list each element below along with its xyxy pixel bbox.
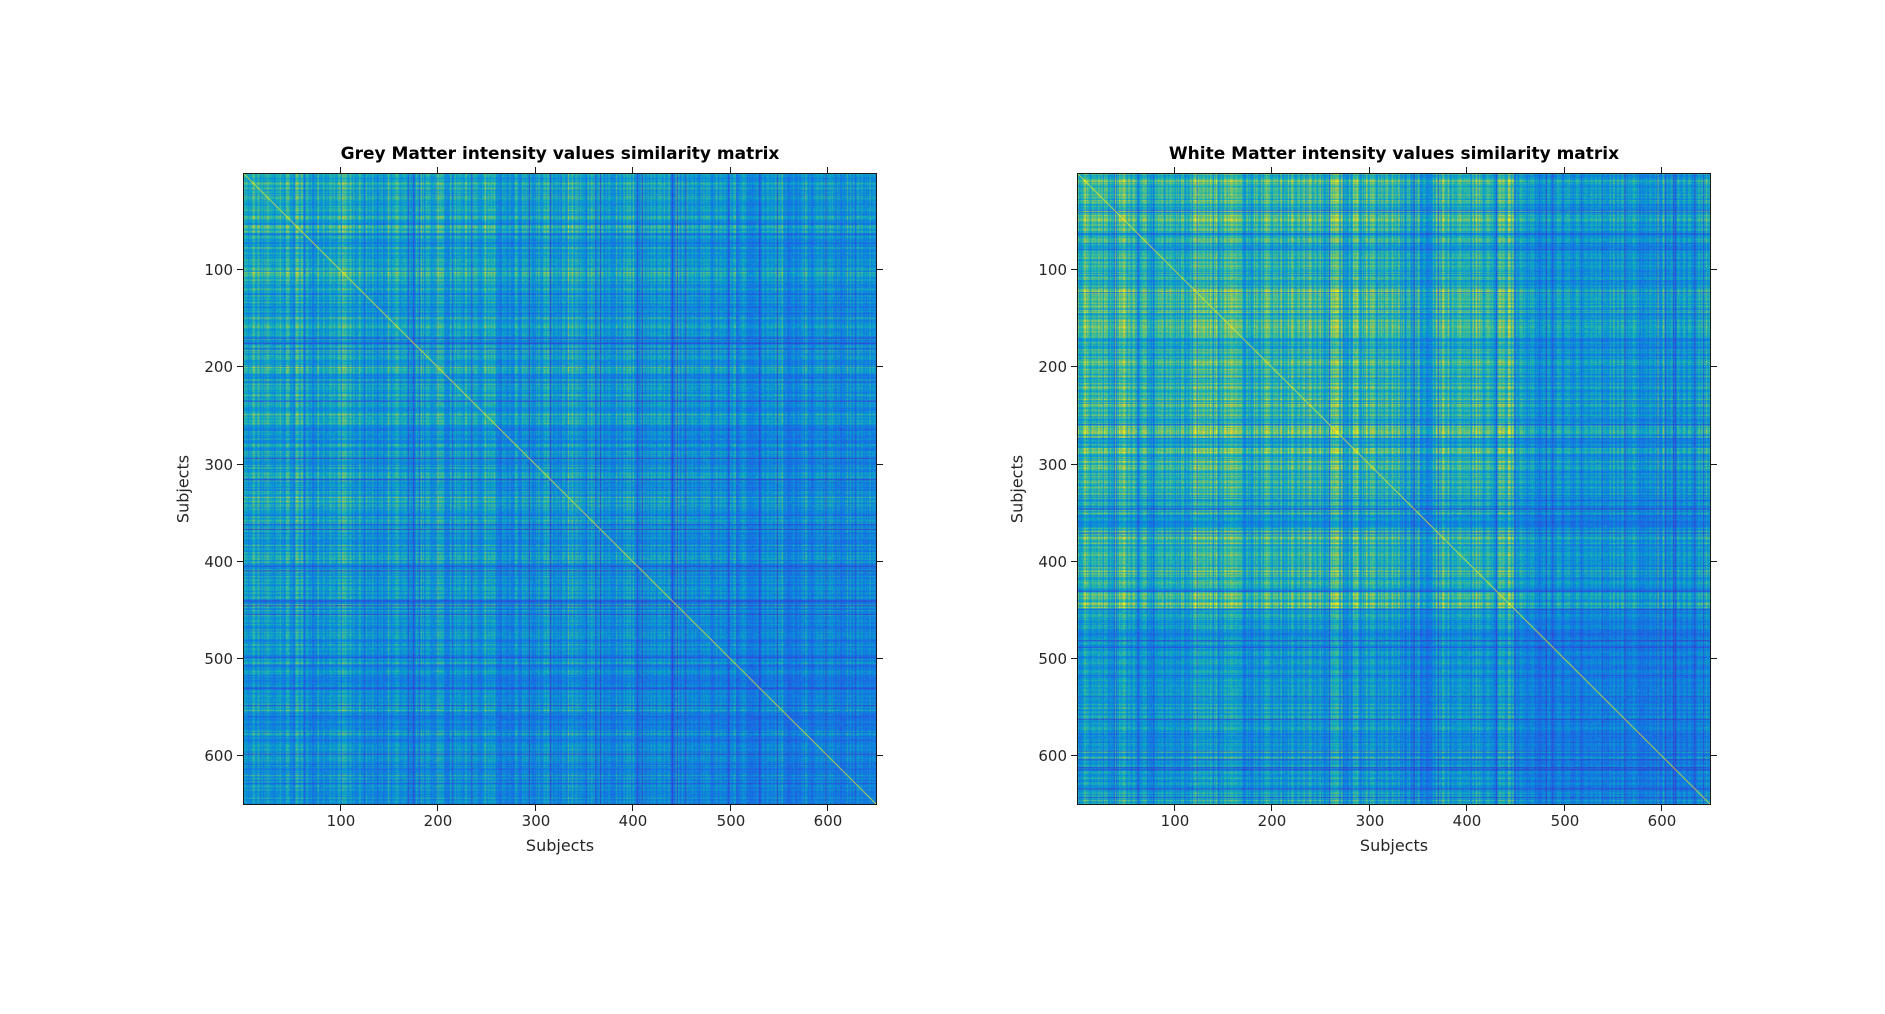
x-tick-mark — [1271, 805, 1272, 811]
x-tick-mark — [340, 805, 341, 811]
x-tick-mark — [437, 805, 438, 811]
y-tick-mark — [877, 269, 883, 270]
y-tick-mark — [877, 658, 883, 659]
y-tick-mark — [1711, 561, 1717, 562]
y-tick-mark — [1711, 269, 1717, 270]
x-tick-label: 100 — [1160, 812, 1190, 830]
x-tick-mark — [827, 167, 828, 173]
x-axis-label: Subjects — [525, 836, 595, 855]
grey-matter-chart: Grey Matter intensity values similarity … — [174, 144, 883, 855]
y-tick-label: 100 — [204, 261, 233, 279]
y-tick-mark — [237, 366, 243, 367]
y-axis-label: Subjects — [173, 454, 193, 524]
y-tick-label: 300 — [204, 456, 233, 474]
x-tick-mark — [437, 167, 438, 173]
y-tick-mark — [237, 658, 243, 659]
x-tick-mark — [632, 805, 633, 811]
y-tick-mark — [237, 269, 243, 270]
x-tick-label: 100 — [326, 812, 356, 830]
x-tick-mark — [535, 805, 536, 811]
y-tick-label: 300 — [1038, 456, 1067, 474]
x-tick-mark — [1661, 805, 1662, 811]
x-tick-mark — [535, 167, 536, 173]
y-tick-mark — [1071, 658, 1077, 659]
y-tick-mark — [877, 366, 883, 367]
x-tick-label: 200 — [1257, 812, 1287, 830]
x-tick-label: 300 — [1355, 812, 1385, 830]
y-tick-mark — [1071, 755, 1077, 756]
x-tick-mark — [1174, 805, 1175, 811]
y-tick-mark — [1711, 366, 1717, 367]
y-tick-label: 600 — [1038, 747, 1067, 765]
x-tick-mark — [1564, 805, 1565, 811]
x-tick-mark — [1271, 167, 1272, 173]
x-tick-label: 500 — [716, 812, 746, 830]
y-tick-mark — [1711, 658, 1717, 659]
x-tick-mark — [730, 167, 731, 173]
white-matter-chart: White Matter intensity values similarity… — [1008, 144, 1717, 855]
y-tick-label: 500 — [204, 650, 233, 668]
y-tick-mark — [1071, 561, 1077, 562]
x-tick-label: 600 — [813, 812, 843, 830]
x-tick-mark — [1369, 805, 1370, 811]
y-tick-mark — [1071, 366, 1077, 367]
x-tick-mark — [1369, 167, 1370, 173]
x-tick-label: 300 — [521, 812, 551, 830]
y-tick-label: 600 — [204, 747, 233, 765]
grey-matter-similarity-heatmap — [244, 174, 876, 804]
chart-title: White Matter intensity values similarity… — [1168, 144, 1620, 164]
y-tick-label: 100 — [1038, 261, 1067, 279]
y-tick-mark — [1071, 464, 1077, 465]
x-tick-mark — [730, 805, 731, 811]
y-tick-mark — [877, 755, 883, 756]
chart-title: Grey Matter intensity values similarity … — [340, 144, 780, 164]
y-tick-mark — [237, 561, 243, 562]
x-tick-label: 400 — [1452, 812, 1482, 830]
y-tick-label: 400 — [1038, 553, 1067, 571]
x-tick-mark — [827, 805, 828, 811]
x-tick-mark — [1174, 167, 1175, 173]
x-tick-mark — [1466, 167, 1467, 173]
y-tick-mark — [1711, 755, 1717, 756]
x-axis-label: Subjects — [1359, 836, 1429, 855]
y-tick-mark — [237, 464, 243, 465]
x-tick-label: 400 — [618, 812, 648, 830]
x-tick-mark — [632, 167, 633, 173]
y-axis-label: Subjects — [1007, 454, 1027, 524]
x-tick-mark — [1466, 805, 1467, 811]
heatmap-plot-area — [243, 173, 877, 805]
x-tick-mark — [1661, 167, 1662, 173]
x-tick-mark — [340, 167, 341, 173]
y-tick-mark — [1711, 464, 1717, 465]
heatmap-plot-area — [1077, 173, 1711, 805]
y-tick-mark — [1071, 269, 1077, 270]
x-tick-mark — [1564, 167, 1565, 173]
y-tick-mark — [877, 464, 883, 465]
x-tick-label: 500 — [1550, 812, 1580, 830]
y-tick-label: 200 — [204, 358, 233, 376]
y-tick-label: 500 — [1038, 650, 1067, 668]
x-tick-label: 600 — [1647, 812, 1677, 830]
y-tick-label: 400 — [204, 553, 233, 571]
y-tick-label: 200 — [1038, 358, 1067, 376]
y-tick-mark — [877, 561, 883, 562]
y-tick-mark — [237, 755, 243, 756]
x-tick-label: 200 — [423, 812, 453, 830]
white-matter-similarity-heatmap — [1078, 174, 1710, 804]
